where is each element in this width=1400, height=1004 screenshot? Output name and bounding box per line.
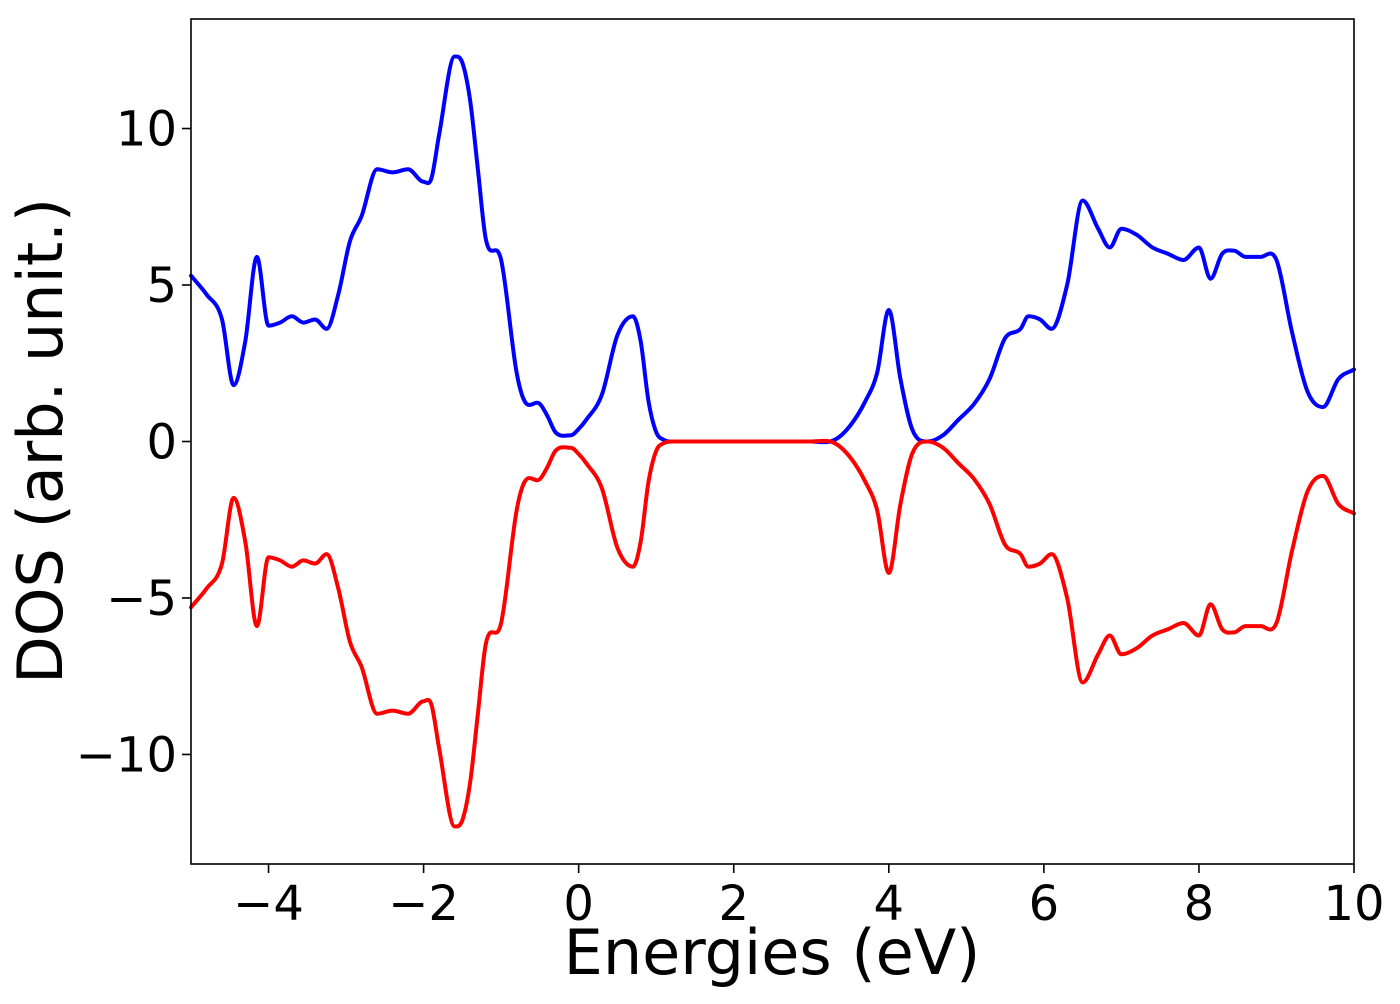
plot-frame xyxy=(190,18,1355,865)
y-tick-label: 5 xyxy=(146,258,177,314)
x-tick-label: −4 xyxy=(233,876,304,932)
series-line-1 xyxy=(189,54,1356,445)
x-tick-label: 0 xyxy=(563,876,594,932)
x-tick-label: 10 xyxy=(1323,876,1384,932)
y-tick-label: −10 xyxy=(76,727,177,783)
y-tick-label: −5 xyxy=(106,571,177,627)
x-ticks: −4 −2 0 2 4 6 8 10 xyxy=(233,864,1385,932)
x-tick-label: 6 xyxy=(1029,876,1060,932)
y-tick-label: 0 xyxy=(146,415,177,471)
x-tick-label: −2 xyxy=(388,876,459,932)
x-axis-label: Energies (eV) xyxy=(564,916,981,989)
series-layer xyxy=(189,54,1356,829)
y-ticks: −10 −5 0 5 10 xyxy=(76,102,191,783)
y-axis-label: DOS (arb. unit.) xyxy=(4,198,77,684)
y-tick-label: 10 xyxy=(116,102,177,158)
x-tick-label: 2 xyxy=(718,876,749,932)
x-tick-label: 4 xyxy=(874,876,905,932)
x-tick-label: 8 xyxy=(1184,876,1215,932)
series-line-2 xyxy=(189,438,1356,829)
